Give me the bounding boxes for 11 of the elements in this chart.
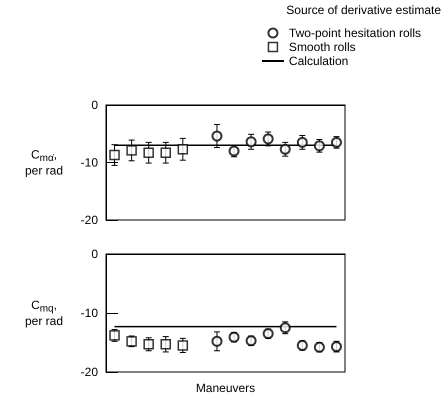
y-tick-label: -20: [80, 365, 98, 379]
legend-label: Two-point hesitation rolls: [288, 26, 422, 40]
y-tick-label: -10: [80, 306, 98, 320]
x-axis-title: Maneuvers: [196, 381, 256, 395]
legend-label: Smooth rolls: [288, 40, 356, 54]
y-tick-label: 0: [91, 98, 98, 112]
y-tick-label: -10: [80, 156, 98, 170]
y-tick-label: -20: [80, 213, 98, 227]
legend-label: Calculation: [288, 54, 348, 68]
legend-title: Source of derivative estimate: [286, 3, 442, 17]
y-tick-label: 0: [91, 247, 98, 261]
